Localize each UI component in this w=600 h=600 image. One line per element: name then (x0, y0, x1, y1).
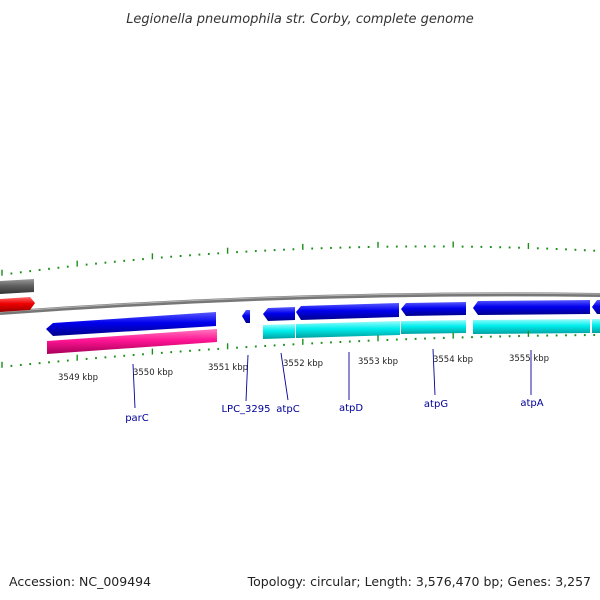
gene-atpD-cds[interactable] (296, 321, 400, 338)
gene-label-LPC_3295[interactable]: LPC_3295 (221, 404, 270, 415)
gene-atpG-arrow[interactable] (401, 302, 466, 316)
gene-atpC-cds[interactable] (263, 324, 295, 339)
gene-label-leader (280, 352, 289, 401)
gene-label-atpA[interactable]: atpA (520, 398, 543, 409)
gene-next-arrow[interactable] (592, 300, 600, 314)
gene-parC-cds[interactable] (47, 329, 217, 354)
scale-tick-label: 3550 kbp (133, 368, 173, 378)
gene-label-leader (132, 363, 136, 409)
scale-tick-label: 3552 kbp (283, 359, 323, 369)
gene-atpA-cds[interactable] (473, 319, 590, 334)
map-title: Legionella pneumophila str. Corby, compl… (126, 12, 474, 27)
gene-atpG-cds[interactable] (401, 320, 466, 334)
genome-summary-text: Topology: circular; Length: 3,576,470 bp… (247, 574, 591, 589)
gene-label-leader (432, 348, 436, 396)
feature-track (0, 279, 600, 354)
gene-label-atpG[interactable]: atpG (424, 399, 448, 410)
gene-atpD-arrow[interactable] (296, 303, 399, 320)
gene-atpC-arrow[interactable] (263, 307, 295, 321)
gene-parC-arrow[interactable] (46, 312, 216, 336)
genome-backbone-highlight (0, 292, 600, 313)
gene-next-cds[interactable] (592, 319, 600, 333)
scale-tick-label: 3553 kbp (358, 357, 398, 367)
gene-label-atpD[interactable]: atpD (339, 403, 363, 414)
accession-text: Accession: NC_009494 (9, 574, 151, 589)
coordinate-scale: 3549 kbp 3550 kbp 3551 kbp 3552 kbp 3553… (1, 330, 596, 383)
gene-label-atpC[interactable]: atpC (276, 404, 299, 415)
gene-LPC_3295-arrow[interactable] (242, 310, 250, 323)
gene-label-layer: parC LPC_3295 atpC atpD atpG atpA (125, 348, 544, 424)
genome-backbone (0, 292, 600, 315)
gene-feature-grey[interactable] (0, 279, 34, 294)
gene-atpA-arrow[interactable] (473, 300, 590, 315)
gene-feature-red[interactable] (0, 297, 35, 312)
scale-tick-label: 3554 kbp (433, 355, 473, 365)
scale-tick-label: 3551 kbp (208, 363, 248, 373)
gc-content-track (1, 241, 596, 276)
scale-tick-label: 3555 kbp (509, 354, 549, 364)
gene-label-parC[interactable]: parC (125, 413, 149, 424)
gene-label-leader (245, 354, 249, 402)
scale-tick-label: 3549 kbp (58, 373, 98, 383)
